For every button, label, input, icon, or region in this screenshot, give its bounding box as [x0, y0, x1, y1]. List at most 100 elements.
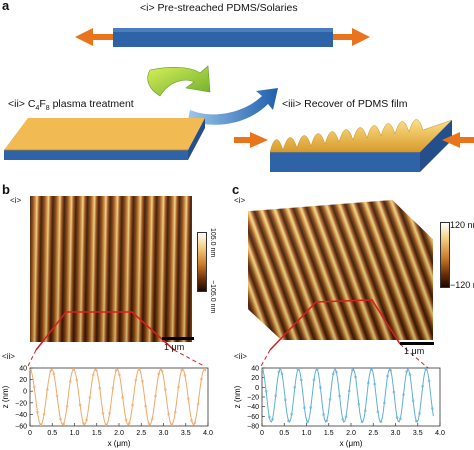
- chart-b-profile-point: [52, 372, 56, 376]
- chart-b-profile-point: [157, 372, 161, 376]
- chart-b-profile-point: [104, 423, 108, 427]
- chart-c-profile-point: [382, 401, 386, 405]
- chart-b-profile-point: [124, 418, 128, 422]
- chart-b-profile-point: [150, 417, 154, 421]
- chart-b-profile-point: [190, 419, 193, 422]
- chart-c-profile-point: [338, 394, 341, 398]
- chart-b-profile-point: [101, 411, 105, 415]
- chart-b-profile-point: [75, 378, 79, 382]
- panel-b-scale-bar: [162, 337, 194, 340]
- chart-b-xtick-label: 2.0: [114, 430, 124, 437]
- chart-b-ytick-label: −40: [15, 412, 27, 419]
- chart-b-profile-line: [30, 368, 207, 426]
- chart-c-profile-point: [424, 367, 428, 371]
- blue-curved-arrow: [188, 88, 278, 125]
- step-3-label: <iii> Recover of PDMS film: [282, 98, 408, 110]
- chart-b-profile-point: [200, 377, 203, 381]
- chart-c-profile-point: [322, 413, 325, 416]
- chart-c-profile-point: [271, 417, 274, 421]
- chart-c-profile-point: [319, 386, 322, 389]
- chart-c-profile-point: [408, 373, 412, 376]
- panel-b-profile-marker: [28, 311, 205, 367]
- chart-c-profile-point: [363, 409, 367, 413]
- chart-c-profile-point: [325, 419, 329, 423]
- chart-b-profile-point: [163, 388, 167, 391]
- wrinkled-pdms-film: [269, 119, 453, 172]
- chart-b-profile-point: [141, 379, 144, 383]
- chart-b-profile-point: [78, 403, 82, 407]
- chart-b-profile-point: [55, 394, 59, 398]
- step-1-label: <i> Pre-streached PDMS/Solaries: [140, 2, 298, 14]
- panel-a-illustration: [4, 28, 474, 172]
- chart-b-ytick-label: −60: [15, 424, 27, 431]
- chart-b-profile-point: [29, 368, 33, 372]
- chart-c-profile-point: [283, 398, 287, 402]
- chart-c-profile-point: [354, 375, 357, 379]
- chart-b-profile-point: [65, 405, 69, 408]
- chart-b-profile-point: [36, 410, 39, 414]
- panel-c-cbar-bottom: −120 nm: [450, 280, 474, 290]
- chart-c-xlabel: x (μm): [340, 439, 363, 448]
- chart-b-profile-point: [144, 404, 148, 408]
- chart-b-profile-point: [121, 395, 125, 399]
- chart-c-xtick-label: 1.0: [302, 430, 312, 437]
- afm-image-stretched: [30, 196, 192, 342]
- chart-c-xtick-label: 3.5: [413, 430, 423, 437]
- chart-b-profile-point: [49, 369, 52, 373]
- chart-b-xtick-label: 3.0: [159, 430, 169, 437]
- chart-b-profile-point: [62, 422, 66, 426]
- chart-b-profile-point: [39, 423, 43, 427]
- chart-c-profile-point: [277, 370, 281, 374]
- chart-c-profile-point: [293, 385, 297, 389]
- chart-c-profile-point: [360, 420, 364, 424]
- panel-b-scale-label: 1 μm: [164, 342, 185, 352]
- chart-c-profile-point: [290, 412, 294, 416]
- chart-c-profile-point: [386, 374, 389, 378]
- profile-chart-b: 0 0.5 1.0 1.5 2.0 2.5 3.0 3.5 4.0 40 20 0 −20 −40 −60 x…: [1, 366, 213, 449]
- chart-b-xtick-label: 1.0: [70, 430, 80, 437]
- chart-b-profile-point: [72, 367, 75, 371]
- chart-b-profile-point: [196, 402, 200, 406]
- chart-b-xtick-label: 4.0: [203, 430, 213, 437]
- chart-b-profile-point: [137, 367, 141, 371]
- panel-b-letter: b: [2, 182, 10, 197]
- compress-arrow-left: [234, 132, 268, 148]
- chart-c-profile-point: [287, 419, 290, 423]
- chart-c-profile-point: [405, 370, 409, 373]
- chart-c-xtick-label: 2.5: [368, 430, 378, 437]
- chart-c-profile-point: [264, 389, 268, 393]
- chart-b-xtick-label: 2.5: [136, 430, 146, 437]
- stretch-arrow-left: [75, 28, 113, 46]
- chart-c-ytick-label: −80: [247, 424, 259, 431]
- chart-c-profile-point: [421, 384, 425, 388]
- panel-b-tag-i: <i>: [10, 196, 22, 205]
- chart-c-ytick-label: 0: [255, 385, 259, 392]
- panel-b-cbar-top: 105.0 nm: [209, 228, 216, 258]
- chart-b-profile-point: [108, 412, 111, 415]
- panel-b-colorbar: [197, 232, 207, 292]
- chart-b-profile-point: [147, 422, 151, 426]
- chart-b-ytick-label: 0: [23, 389, 27, 396]
- chart-c-profile-point: [402, 393, 405, 396]
- chart-b-profile-point: [180, 368, 184, 372]
- compress-arrow-right: [442, 132, 474, 148]
- chart-b-profile-point: [82, 421, 85, 425]
- chart-b-profile-point: [91, 373, 95, 377]
- chart-b-ylabel: z (nm): [1, 385, 10, 408]
- chart-c-xtick-label: 0: [260, 430, 264, 437]
- panel-b-tag-ii: <ii>: [2, 352, 15, 361]
- chart-b-profile-point: [98, 386, 102, 390]
- chart-c-profile-point: [306, 420, 309, 424]
- chart-b-profile-point: [42, 413, 46, 416]
- chart-c-profile-point: [357, 402, 361, 406]
- chart-b-profile-point: [186, 397, 190, 400]
- chart-b-profile-point: [134, 378, 138, 382]
- green-curved-arrow: [147, 65, 211, 97]
- panel-c-tag-i: <i>: [234, 196, 246, 205]
- chart-c-profile-point: [347, 389, 351, 393]
- chart-b-xtick-label: 1.5: [92, 430, 102, 437]
- chart-c-profile-point: [389, 369, 393, 372]
- chart-c-profile-point: [366, 381, 370, 385]
- plasma-treated-slab: [4, 118, 205, 160]
- chart-b-profile-point: [203, 367, 207, 371]
